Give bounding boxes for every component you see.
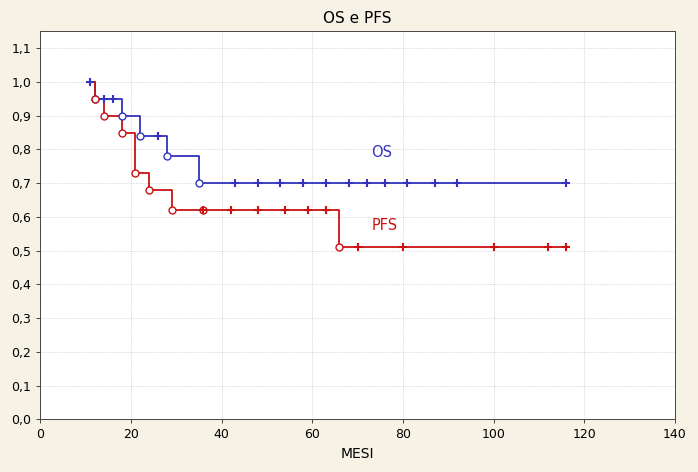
Title: OS e PFS: OS e PFS (323, 11, 392, 26)
Text: OS: OS (371, 145, 392, 160)
Text: PFS: PFS (371, 218, 397, 233)
X-axis label: MESI: MESI (341, 447, 374, 461)
